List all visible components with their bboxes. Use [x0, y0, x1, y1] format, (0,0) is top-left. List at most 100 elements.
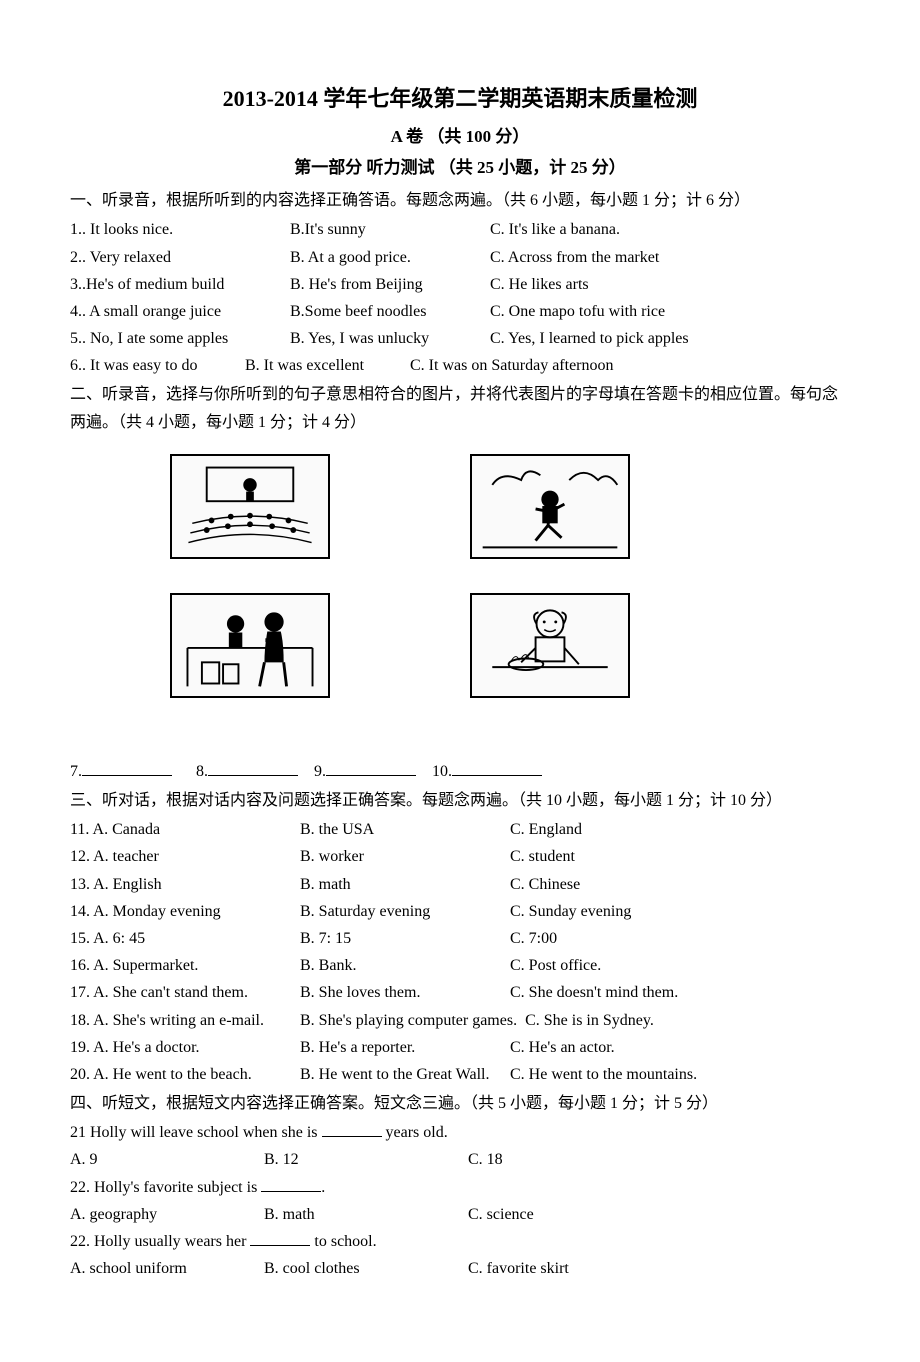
option-c[interactable]: C. It's like a banana.	[490, 216, 620, 243]
q22b-option-a[interactable]: A. school uniform	[70, 1255, 260, 1282]
option-c[interactable]: C. Sunday evening	[510, 898, 631, 925]
option-b[interactable]: B.Some beef noodles	[290, 298, 490, 325]
option-c[interactable]: C. She doesn't mind them.	[510, 979, 678, 1006]
question-row: 3..He's of medium buildB. He's from Beij…	[70, 271, 850, 298]
q22b-blank[interactable]	[250, 1229, 310, 1246]
option-c[interactable]: C. England	[510, 816, 582, 843]
question-row: 16. A. Supermarket.B. Bank.C. Post offic…	[70, 952, 850, 979]
q22a-option-c[interactable]: C. science	[468, 1201, 534, 1228]
q22a-blank[interactable]	[261, 1175, 321, 1192]
question-row: 18. A. She's writing an e-mail.B. She's …	[70, 1007, 850, 1034]
option-a[interactable]: 4.. A small orange juice	[70, 298, 290, 325]
option-b[interactable]: B. Yes, I was unlucky	[290, 325, 490, 352]
q22b-option-c[interactable]: C. favorite skirt	[468, 1255, 569, 1282]
option-a[interactable]: 17. A. She can't stand them.	[70, 979, 300, 1006]
q21-option-c[interactable]: C. 18	[468, 1146, 503, 1173]
picture-option-eating	[470, 593, 630, 698]
q22b-stem-pre: 22. Holly usually wears her	[70, 1233, 250, 1250]
option-c[interactable]: C. He went to the mountains.	[510, 1061, 697, 1088]
option-c[interactable]: C. 7:00	[510, 925, 557, 952]
option-a[interactable]: 20. A. He went to the beach.	[70, 1061, 300, 1088]
q22b-stem-post: to school.	[310, 1233, 376, 1250]
section3-questions: 11. A. CanadaB. the USAC. England12. A. …	[70, 816, 850, 1088]
question-row: 12. A. teacherB. workerC. student	[70, 843, 850, 870]
fill-10-label: 10.	[432, 763, 452, 780]
option-b[interactable]: B. It was excellent	[245, 352, 410, 379]
question-row: 11. A. CanadaB. the USAC. England	[70, 816, 850, 843]
picture-option-shop	[170, 593, 330, 698]
option-c[interactable]: C. Yes, I learned to pick apples	[490, 325, 689, 352]
q22a-stem-post: .	[321, 1179, 325, 1196]
section2-fill-row: 7. 8. 9. 10.	[70, 758, 850, 785]
q21-blank[interactable]	[322, 1120, 382, 1137]
option-b[interactable]: B. He went to the Great Wall.	[300, 1061, 510, 1088]
section1-questions: 1.. It looks nice.B.It's sunnyC. It's li…	[70, 216, 850, 379]
q21-stem-pre: 21 Holly will leave school when she is	[70, 1124, 322, 1141]
q22a-option-b[interactable]: B. math	[264, 1201, 464, 1228]
question-row: 20. A. He went to the beach.B. He went t…	[70, 1061, 850, 1088]
question-row: 14. A. Monday eveningB. Saturday evening…	[70, 898, 850, 925]
option-a[interactable]: 12. A. teacher	[70, 843, 300, 870]
question-row: 1.. It looks nice.B.It's sunnyC. It's li…	[70, 216, 850, 243]
question-row: 6.. It was easy to doB. It was excellent…	[70, 352, 850, 379]
fill-7-blank[interactable]	[82, 759, 172, 776]
page-title: 2013-2014 学年七年级第二学期英语期末质量检测	[70, 80, 850, 117]
option-c[interactable]: C. He likes arts	[490, 271, 589, 298]
picture-option-cinema	[170, 454, 330, 559]
question-row: 4.. A small orange juiceB.Some beef nood…	[70, 298, 850, 325]
option-a[interactable]: 5.. No, I ate some apples	[70, 325, 290, 352]
option-a[interactable]: 14. A. Monday evening	[70, 898, 300, 925]
fill-9-label: 9.	[314, 763, 326, 780]
option-b[interactable]: B. Bank.	[300, 952, 510, 979]
option-a[interactable]: 3..He's of medium build	[70, 271, 290, 298]
option-c[interactable]: C. Chinese	[510, 871, 580, 898]
question-row: 5.. No, I ate some applesB. Yes, I was u…	[70, 325, 850, 352]
option-c[interactable]: C. He's an actor.	[510, 1034, 615, 1061]
q22a-option-a[interactable]: A. geography	[70, 1201, 260, 1228]
option-c[interactable]: C. One mapo tofu with rice	[490, 298, 665, 325]
fill-10-blank[interactable]	[452, 759, 542, 776]
fill-9-blank[interactable]	[326, 759, 416, 776]
option-c[interactable]: C. Post office.	[510, 952, 601, 979]
option-c[interactable]: C. It was on Saturday afternoon	[410, 352, 614, 379]
section4-instruction: 四、听短文，根据短文内容选择正确答案。短文念三遍。（共 5 小题，每小题 1 分…	[70, 1090, 850, 1117]
question-row: 17. A. She can't stand them.B. She loves…	[70, 979, 850, 1006]
option-c[interactable]: C. Across from the market	[490, 244, 659, 271]
paper-label: A 卷 （共 100 分）	[70, 123, 850, 152]
option-c[interactable]: C. She is in Sydney.	[525, 1007, 654, 1034]
part1-title: 第一部分 听力测试 （共 25 小题，计 25 分）	[70, 154, 850, 183]
option-a[interactable]: 2.. Very relaxed	[70, 244, 290, 271]
option-a[interactable]: 6.. It was easy to do	[70, 352, 245, 379]
q21-stem: 21 Holly will leave school when she is y…	[70, 1119, 850, 1146]
q21-option-a[interactable]: A. 9	[70, 1146, 260, 1173]
q22a-options: A. geography B. math C. science	[70, 1201, 850, 1228]
option-b[interactable]: B.It's sunny	[290, 216, 490, 243]
q22a-stem-pre: 22. Holly's favorite subject is	[70, 1179, 261, 1196]
section2-instruction: 二、听录音，选择与你所听到的句子意思相符合的图片，并将代表图片的字母填在答题卡的…	[70, 381, 850, 435]
option-b[interactable]: B. At a good price.	[290, 244, 490, 271]
option-b[interactable]: B. worker	[300, 843, 510, 870]
q22b-options: A. school uniform B. cool clothes C. fav…	[70, 1255, 850, 1282]
fill-7-label: 7.	[70, 763, 82, 780]
fill-8-blank[interactable]	[208, 759, 298, 776]
option-a[interactable]: 18. A. She's writing an e-mail.	[70, 1007, 300, 1034]
q21-stem-post: years old.	[382, 1124, 448, 1141]
option-b[interactable]: B. She's playing computer games.	[300, 1007, 517, 1034]
option-a[interactable]: 13. A. English	[70, 871, 300, 898]
option-a[interactable]: 19. A. He's a doctor.	[70, 1034, 300, 1061]
option-c[interactable]: C. student	[510, 843, 575, 870]
q22b-option-b[interactable]: B. cool clothes	[264, 1255, 464, 1282]
option-b[interactable]: B. She loves them.	[300, 979, 510, 1006]
option-b[interactable]: B. He's from Beijing	[290, 271, 490, 298]
option-a[interactable]: 16. A. Supermarket.	[70, 952, 300, 979]
q21-option-b[interactable]: B. 12	[264, 1146, 464, 1173]
option-a[interactable]: 11. A. Canada	[70, 816, 300, 843]
option-a[interactable]: 1.. It looks nice.	[70, 216, 290, 243]
option-b[interactable]: B. math	[300, 871, 510, 898]
option-a[interactable]: 15. A. 6: 45	[70, 925, 300, 952]
q22b-stem: 22. Holly usually wears her to school.	[70, 1228, 850, 1255]
option-b[interactable]: B. He's a reporter.	[300, 1034, 510, 1061]
option-b[interactable]: B. the USA	[300, 816, 510, 843]
option-b[interactable]: B. Saturday evening	[300, 898, 510, 925]
option-b[interactable]: B. 7: 15	[300, 925, 510, 952]
